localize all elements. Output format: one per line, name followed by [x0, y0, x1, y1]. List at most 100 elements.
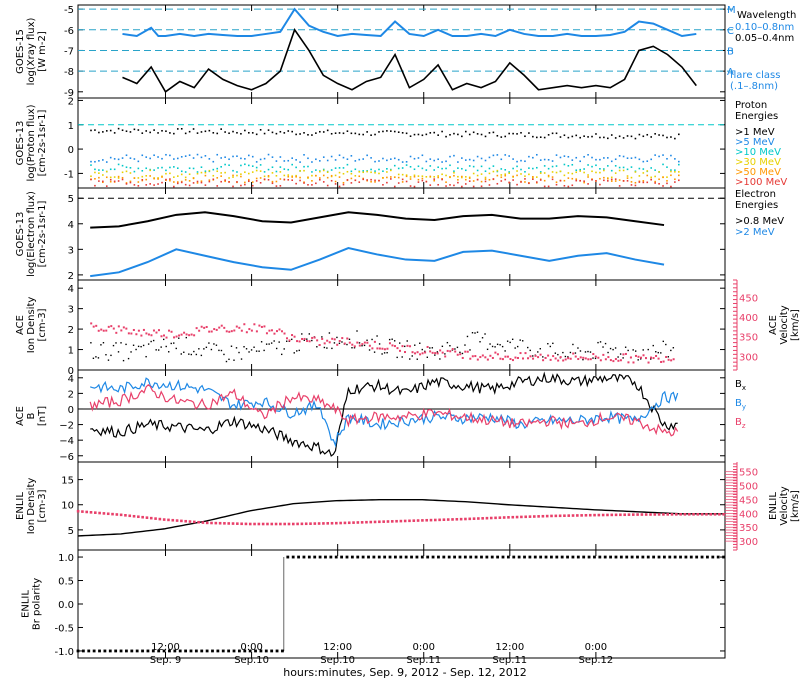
density-point	[519, 339, 521, 341]
velocity-point	[441, 351, 444, 354]
proton-point	[599, 183, 601, 186]
density-point	[195, 353, 198, 356]
proton-point	[338, 132, 341, 134]
polarity-point	[146, 649, 150, 653]
proton-point	[409, 178, 412, 180]
velocity-point	[471, 355, 474, 358]
velocity-point	[388, 342, 391, 345]
velocity-point	[509, 358, 512, 361]
density-point	[117, 351, 120, 353]
polarity-point	[388, 555, 392, 559]
polarity-point	[151, 649, 155, 653]
proton-point	[346, 163, 349, 166]
proton-point	[224, 179, 226, 181]
proton-point	[567, 185, 570, 188]
proton-point	[141, 169, 144, 172]
velocity-point	[485, 516, 489, 520]
proton-point	[358, 175, 361, 178]
polarity-point	[232, 649, 236, 653]
proton-point	[295, 174, 297, 177]
proton-point	[184, 155, 187, 157]
velocity-point	[175, 335, 178, 338]
y-axis-label-line: ENLIL	[21, 590, 32, 618]
velocity-point	[190, 333, 193, 336]
proton-point	[583, 155, 585, 158]
proton-point	[287, 175, 290, 178]
proton-point	[445, 185, 447, 187]
velocity-point	[331, 337, 334, 340]
proton-point	[240, 175, 242, 178]
proton-point	[670, 136, 672, 138]
proton-point	[326, 176, 329, 179]
proton-point	[255, 161, 258, 163]
proton-point	[157, 177, 159, 179]
density-point	[547, 343, 549, 345]
proton-point	[662, 163, 664, 166]
polarity-point	[399, 555, 403, 559]
proton-point	[488, 156, 491, 159]
proton-point	[330, 169, 333, 171]
proton-point	[595, 164, 597, 167]
proton-point	[512, 175, 514, 178]
legend-item: Bz	[735, 417, 746, 430]
velocity-point	[434, 352, 437, 355]
proton-point	[362, 133, 365, 136]
velocity-point	[257, 522, 261, 526]
proton-point	[528, 167, 530, 169]
proton-point	[433, 175, 436, 178]
proton-point	[449, 184, 451, 186]
proton-point	[393, 176, 396, 179]
density-point	[549, 345, 552, 348]
proton-point	[445, 160, 447, 163]
velocity-point	[424, 351, 427, 354]
proton-point	[393, 185, 396, 188]
proton-point	[208, 169, 211, 172]
density-point	[90, 342, 92, 344]
velocity-point	[253, 323, 256, 326]
velocity-point	[313, 522, 317, 525]
density-point	[516, 345, 519, 348]
density-point	[401, 356, 403, 358]
proton-point	[583, 171, 585, 174]
velocity-point	[481, 517, 484, 520]
velocity-point	[323, 342, 326, 345]
proton-point	[622, 155, 625, 158]
velocity-point	[214, 521, 218, 525]
velocity-point	[645, 357, 648, 360]
velocity-point	[162, 518, 166, 521]
proton-point	[161, 176, 163, 178]
proton-point	[90, 160, 92, 163]
polarity-point	[334, 555, 338, 559]
density-point	[200, 354, 203, 357]
proton-point	[575, 179, 578, 182]
proton-point	[397, 167, 400, 170]
y-axis-label-line: B	[26, 412, 37, 419]
density-point	[672, 347, 675, 349]
velocity-point	[167, 518, 170, 522]
proton-point	[642, 181, 645, 184]
proton-point	[382, 184, 384, 186]
proton-point	[528, 132, 530, 134]
density-point	[567, 356, 569, 358]
proton-point	[299, 161, 301, 163]
velocity-point	[537, 515, 540, 518]
proton-point	[117, 177, 120, 179]
polarity-point	[275, 649, 279, 653]
density-point	[537, 351, 539, 353]
velocity-point	[537, 356, 540, 359]
velocity-point	[439, 349, 442, 352]
proton-point	[121, 178, 124, 181]
proton-point	[319, 177, 321, 179]
velocity-point	[341, 337, 344, 340]
density-point	[391, 338, 393, 340]
polarity-point	[576, 555, 580, 559]
proton-point	[390, 169, 392, 172]
proton-point	[216, 132, 219, 135]
proton-point	[338, 185, 341, 188]
proton-point	[212, 160, 215, 163]
proton-point	[244, 163, 246, 166]
proton-point	[149, 175, 151, 177]
velocity-point	[665, 356, 668, 359]
proton-point	[658, 171, 660, 173]
velocity-point	[619, 359, 622, 362]
